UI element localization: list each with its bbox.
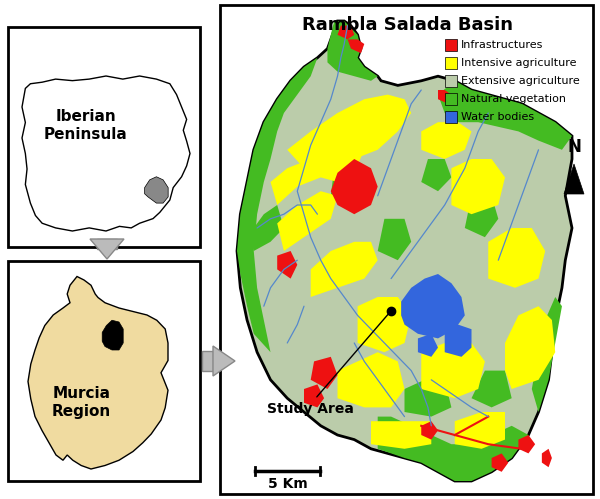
Text: Murcia
Region: Murcia Region <box>52 386 111 419</box>
Bar <box>220 5 593 494</box>
Bar <box>445 39 457 51</box>
Polygon shape <box>213 346 235 376</box>
Polygon shape <box>145 177 168 203</box>
Polygon shape <box>378 417 529 481</box>
Polygon shape <box>371 421 431 449</box>
Polygon shape <box>237 58 317 352</box>
Polygon shape <box>421 122 472 159</box>
Polygon shape <box>328 21 378 81</box>
Polygon shape <box>404 380 451 417</box>
Polygon shape <box>304 384 324 407</box>
Polygon shape <box>421 421 438 440</box>
Bar <box>445 93 457 105</box>
Polygon shape <box>254 205 284 251</box>
Polygon shape <box>465 196 499 237</box>
Polygon shape <box>311 357 337 389</box>
Polygon shape <box>505 306 555 389</box>
Polygon shape <box>271 141 364 205</box>
Polygon shape <box>401 274 465 338</box>
Polygon shape <box>331 159 378 214</box>
Polygon shape <box>421 159 451 191</box>
Text: Intensive agriculture: Intensive agriculture <box>461 58 577 68</box>
Polygon shape <box>542 449 552 467</box>
Text: Rambla Salada Basin: Rambla Salada Basin <box>302 16 512 34</box>
Polygon shape <box>438 90 451 104</box>
Polygon shape <box>518 435 535 454</box>
Polygon shape <box>277 251 298 278</box>
Polygon shape <box>331 168 358 205</box>
Polygon shape <box>451 159 505 214</box>
Bar <box>445 75 457 87</box>
Bar <box>202 351 213 371</box>
Bar <box>97 239 117 249</box>
Polygon shape <box>445 325 472 357</box>
Polygon shape <box>358 297 411 352</box>
Polygon shape <box>311 242 378 297</box>
Polygon shape <box>347 39 364 53</box>
Polygon shape <box>28 276 168 469</box>
Polygon shape <box>455 412 505 449</box>
Polygon shape <box>421 343 485 398</box>
Polygon shape <box>337 25 354 39</box>
Polygon shape <box>337 352 404 407</box>
Polygon shape <box>90 239 124 259</box>
Text: Extensive agriculture: Extensive agriculture <box>461 76 580 86</box>
Polygon shape <box>277 191 337 251</box>
Polygon shape <box>237 21 572 481</box>
Polygon shape <box>438 81 572 150</box>
Polygon shape <box>532 297 562 412</box>
Polygon shape <box>488 228 545 288</box>
Text: Natural vegetation: Natural vegetation <box>461 94 566 104</box>
Polygon shape <box>102 320 123 350</box>
Bar <box>445 111 457 123</box>
Polygon shape <box>491 454 508 472</box>
Bar <box>8 27 200 247</box>
Polygon shape <box>287 95 411 168</box>
Bar <box>8 261 200 481</box>
Polygon shape <box>564 164 584 194</box>
Text: Iberian
Peninsula: Iberian Peninsula <box>44 109 128 142</box>
Polygon shape <box>472 371 512 407</box>
Text: 5 Km: 5 Km <box>268 477 307 491</box>
Text: Water bodies: Water bodies <box>461 112 534 122</box>
Text: Study Area: Study Area <box>266 402 353 416</box>
Polygon shape <box>378 219 411 260</box>
Bar <box>445 57 457 69</box>
Text: Infrastructures: Infrastructures <box>461 40 544 50</box>
Text: N: N <box>567 138 581 156</box>
Polygon shape <box>418 334 438 357</box>
Polygon shape <box>22 76 190 231</box>
